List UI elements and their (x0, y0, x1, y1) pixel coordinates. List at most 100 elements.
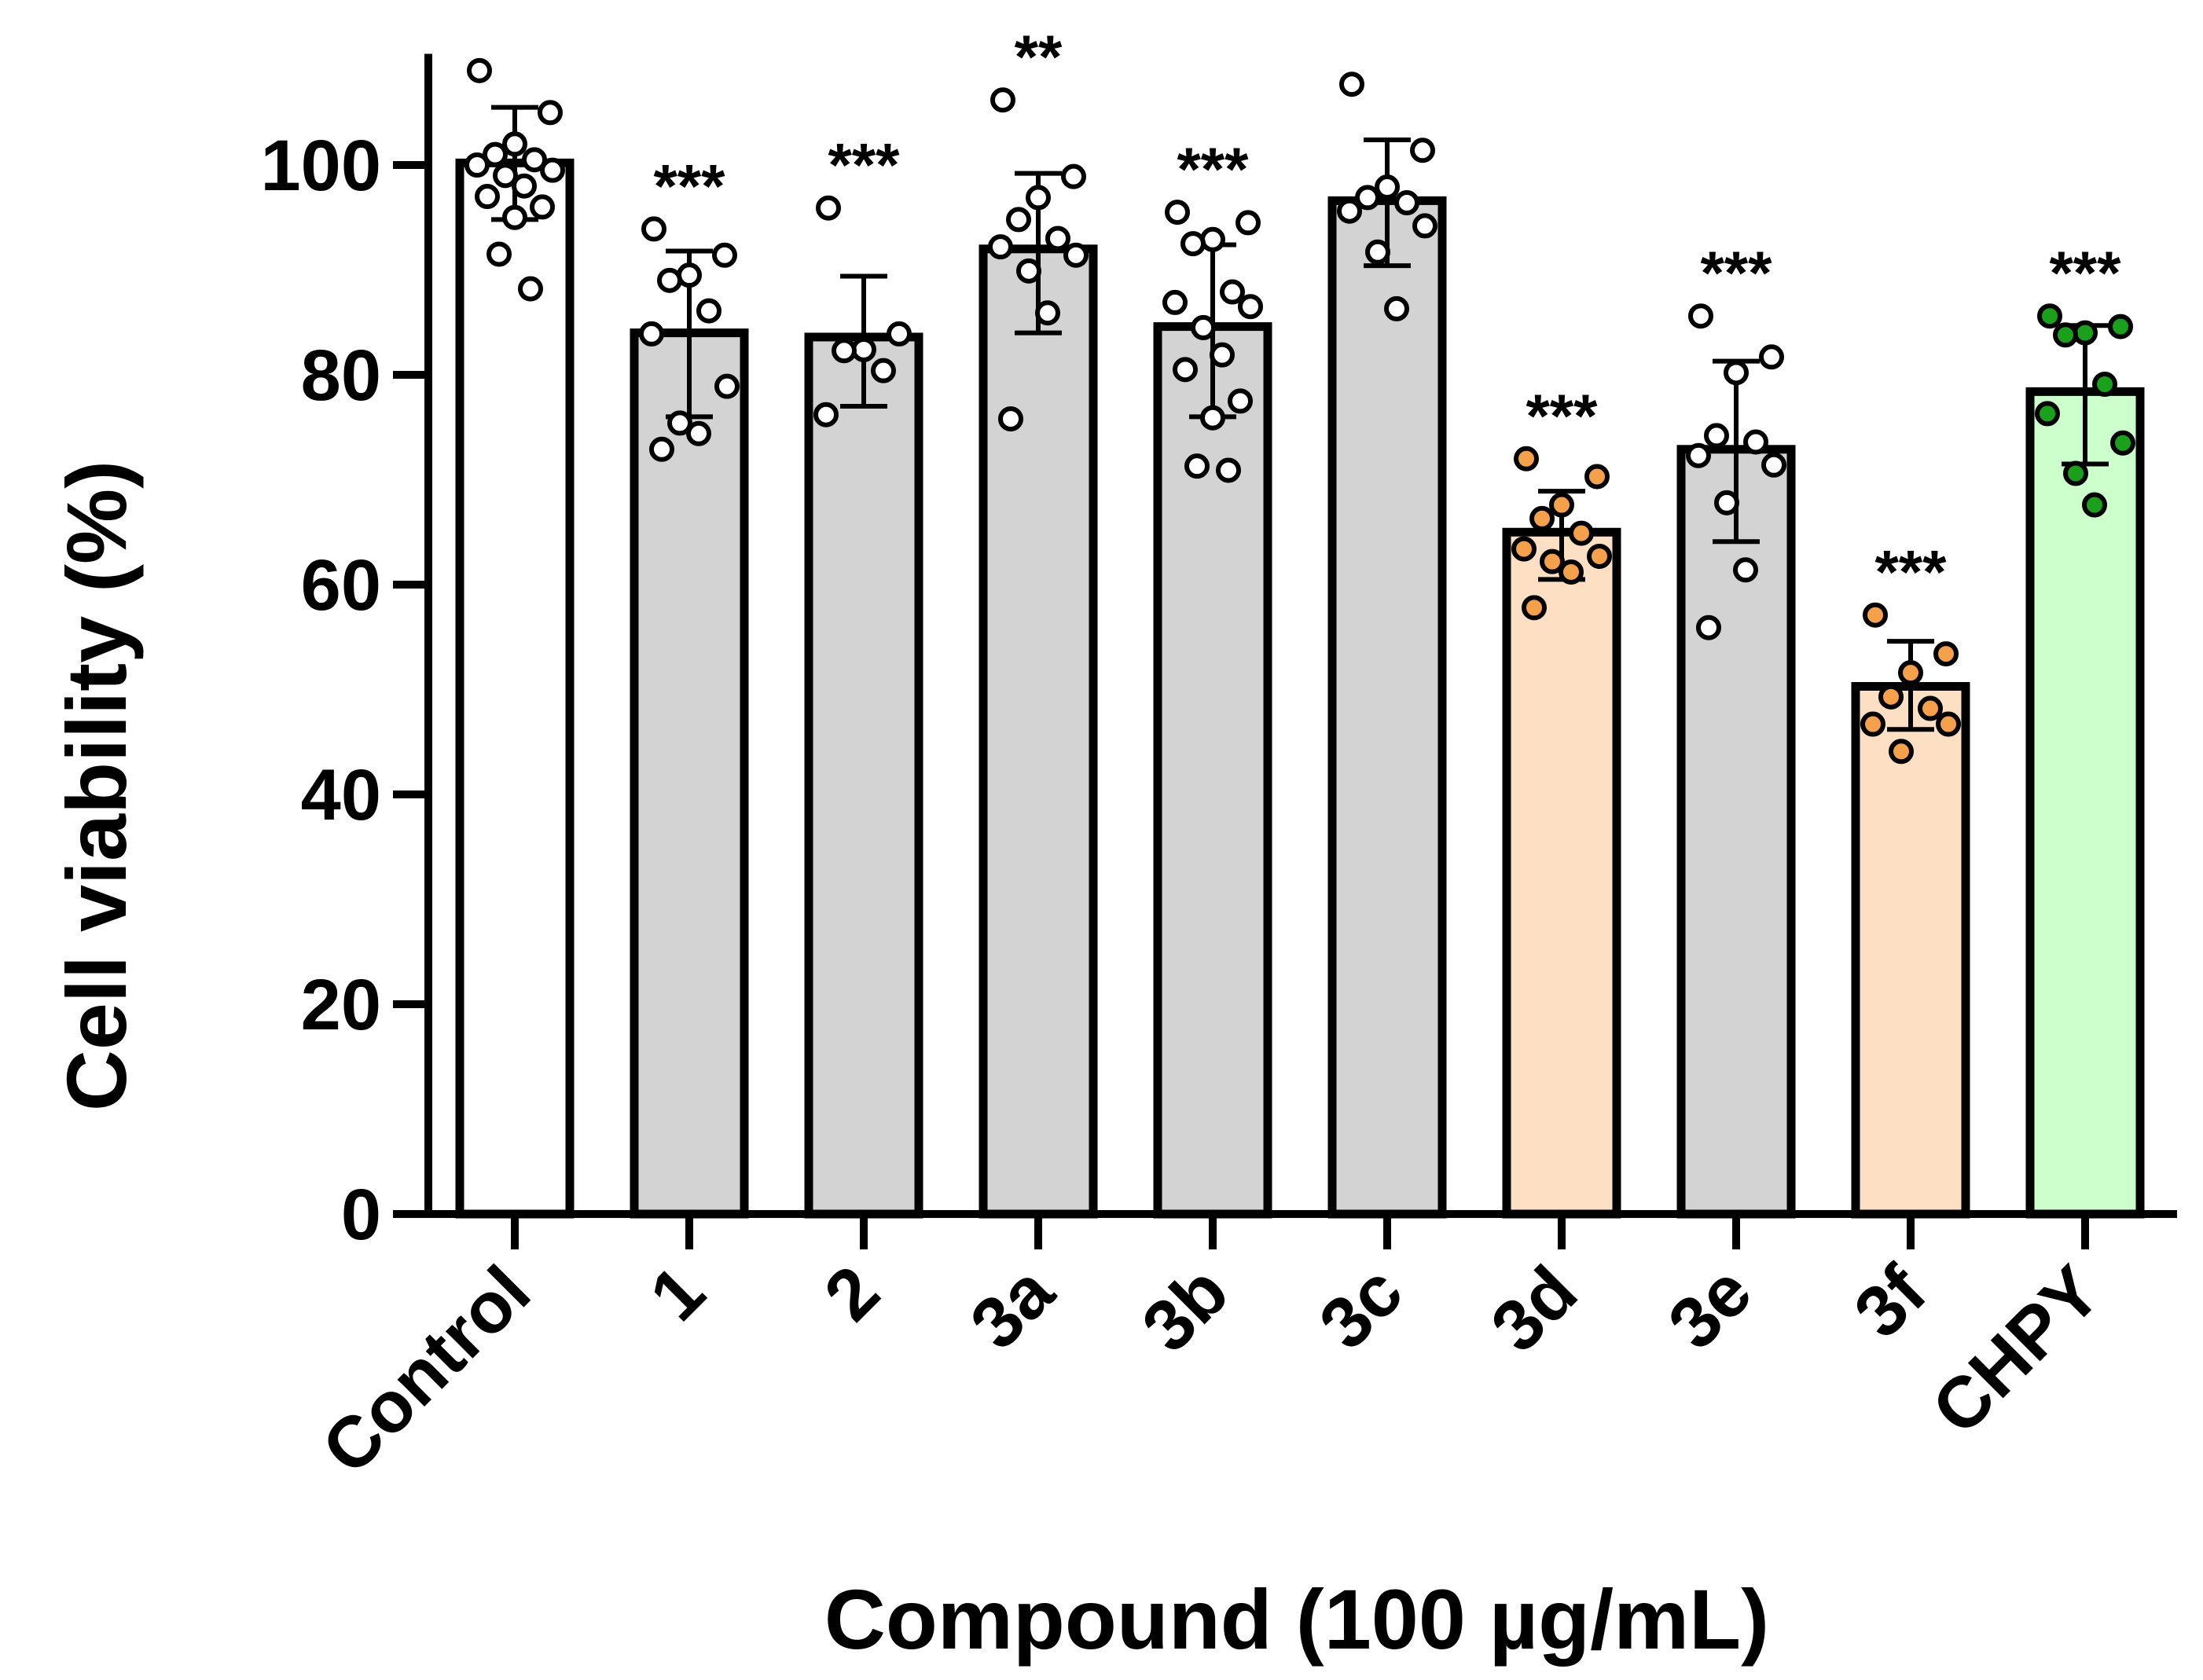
data-point (2073, 320, 2098, 346)
x-tick-label: Control (307, 1251, 545, 1489)
significance-label: *** (653, 151, 725, 220)
data-point (2037, 303, 2062, 329)
data-point (639, 321, 664, 347)
data-point (540, 157, 565, 183)
bar-3d (1502, 527, 1621, 1219)
data-point (1878, 684, 1904, 710)
data-point (1410, 138, 1435, 163)
y-tick-label: 60 (301, 545, 381, 625)
data-point (712, 242, 737, 268)
data-point (686, 420, 711, 446)
data-point (518, 276, 543, 302)
data-point (512, 173, 537, 199)
data-point (2110, 430, 2135, 456)
data-point (1522, 595, 1547, 621)
data-point (486, 241, 512, 267)
data-point (1006, 207, 1031, 233)
data-point (1759, 344, 1784, 370)
data-point (1216, 457, 1241, 483)
data-point (1540, 548, 1565, 574)
data-point (522, 147, 547, 173)
significance-label: *** (1874, 537, 1947, 607)
data-point (832, 338, 857, 364)
data-point (1384, 295, 1409, 321)
bar-2 (804, 332, 923, 1219)
bar-3b (1153, 322, 1272, 1219)
data-point (1365, 239, 1390, 265)
x-tick-label: 1 (635, 1251, 720, 1336)
data-point (502, 131, 527, 157)
bar-chpy (2025, 387, 2145, 1219)
data-point (464, 152, 490, 178)
data-point (1016, 258, 1041, 284)
data-point (1045, 226, 1070, 251)
y-tick-label: 80 (301, 336, 381, 416)
data-point (1584, 464, 1610, 490)
bar-control (455, 158, 575, 1219)
data-point (1165, 200, 1190, 226)
data-point (530, 194, 555, 220)
x-tick-label: 2 (810, 1251, 894, 1336)
data-point (1514, 446, 1539, 471)
data-point (1162, 289, 1188, 315)
x-tick-label: 3e (1654, 1251, 1767, 1364)
data-point (1688, 303, 1713, 329)
data-point (1184, 453, 1210, 479)
data-point (1180, 231, 1206, 257)
data-point (1549, 492, 1574, 518)
data-point (988, 234, 1013, 260)
data-point (1337, 198, 1362, 224)
data-point (696, 298, 721, 324)
data-point (1238, 294, 1263, 320)
data-point (1569, 520, 1594, 546)
data-point (1035, 300, 1060, 326)
data-point (1933, 641, 1959, 667)
data-point (1696, 614, 1721, 640)
data-point (1375, 174, 1400, 200)
data-point (1200, 405, 1225, 431)
data-point (677, 262, 702, 288)
data-point (1686, 442, 1711, 468)
data-point (1026, 185, 1051, 211)
data-point (1559, 559, 1584, 585)
data-point (1860, 711, 1885, 737)
bar-3f (1851, 681, 1970, 1219)
x-tick-label: 3a (956, 1250, 1070, 1364)
data-point (1339, 72, 1364, 97)
x-tick-label: 3c (1305, 1251, 1418, 1364)
data-point (1724, 360, 1749, 386)
data-point (813, 402, 839, 427)
data-point (1511, 536, 1537, 562)
significance-group: *** ******************** (653, 22, 2121, 606)
data-point (1761, 452, 1786, 478)
y-tick-label: 40 (301, 755, 381, 835)
bar-3c (1327, 196, 1447, 1219)
data-point (1714, 490, 1739, 515)
x-tick-label: 3f (1839, 1251, 1941, 1353)
data-point (1173, 357, 1198, 383)
data-point (990, 87, 1015, 113)
x-tick-label: 3b (1127, 1251, 1243, 1367)
data-point (1936, 711, 1961, 737)
data-point (1063, 242, 1089, 268)
significance-label: *** (828, 130, 900, 200)
data-point (1228, 388, 1253, 414)
data-point (641, 216, 666, 242)
y-tick-label: 100 (261, 126, 382, 206)
data-point-group (464, 57, 2135, 765)
data-point (1200, 226, 1225, 252)
significance-label: *** (2049, 238, 2121, 307)
y-axis-title: Cell viability (%) (49, 460, 144, 1111)
data-point (2082, 492, 2107, 518)
x-tick-label: 3d (1476, 1251, 1592, 1367)
data-point (1191, 314, 1216, 340)
significance-label: *** (1526, 381, 1598, 450)
data-point (1210, 342, 1235, 368)
data-point (1355, 185, 1380, 211)
data-point (502, 204, 527, 230)
data-point (2092, 372, 2117, 398)
data-point (1889, 739, 1914, 765)
